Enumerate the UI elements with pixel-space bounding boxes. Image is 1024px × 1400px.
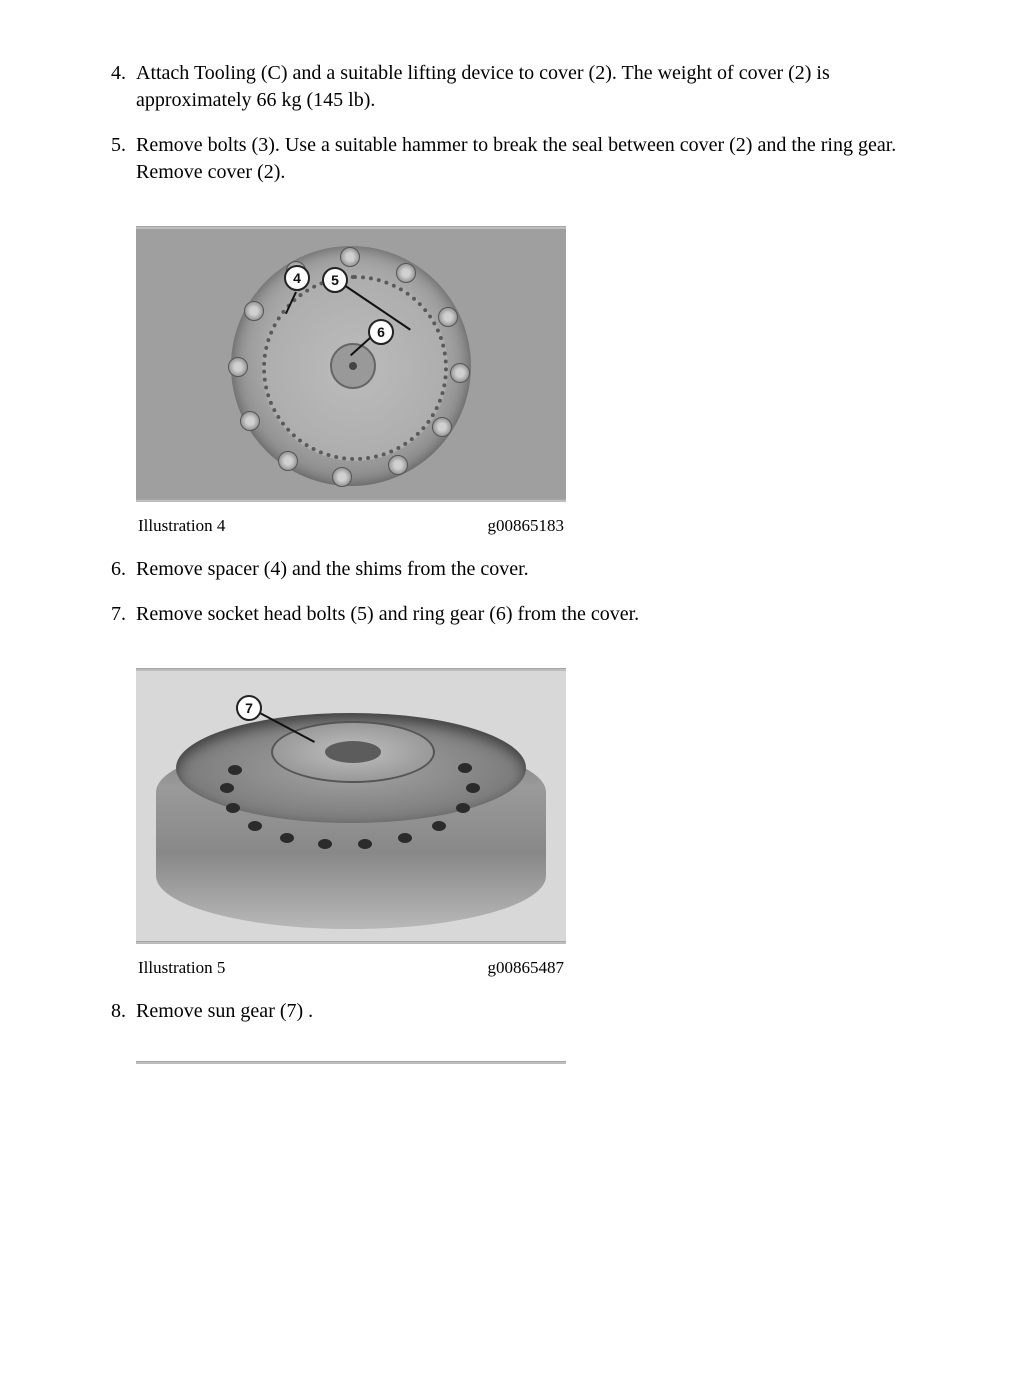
- bolt-icon: [332, 467, 352, 487]
- bolt-icon: [438, 307, 458, 327]
- figure-rule-bottom: [136, 499, 566, 502]
- procedure-list: 6. Remove spacer (4) and the shims from …: [96, 556, 928, 628]
- bolt-hole-icon: [226, 803, 240, 813]
- step-8: 8. Remove sun gear (7) .: [96, 998, 928, 1025]
- figure-label: Illustration 4: [138, 516, 225, 536]
- bolt-hole-icon: [358, 839, 372, 849]
- bolt-icon: [450, 363, 470, 383]
- bolt-icon: [240, 411, 260, 431]
- figure-label: Illustration 5: [138, 958, 225, 978]
- bolt-hole-icon: [466, 783, 480, 793]
- step-6: 6. Remove spacer (4) and the shims from …: [96, 556, 928, 583]
- bolt-icon: [432, 417, 452, 437]
- figure-rule-top: [136, 1061, 566, 1064]
- figure-4-image: 4 5 6: [136, 229, 566, 499]
- step-text: Attach Tooling (C) and a suitable liftin…: [136, 60, 928, 114]
- figure-code: g00865487: [488, 958, 565, 978]
- step-number: 4.: [96, 60, 136, 114]
- callout-4: 4: [284, 265, 310, 291]
- step-text: Remove bolts (3). Use a suitable hammer …: [136, 132, 928, 186]
- bolt-hole-icon: [456, 803, 470, 813]
- step-number: 7.: [96, 601, 136, 628]
- step-number: 6.: [96, 556, 136, 583]
- document-page: 4. Attach Tooling (C) and a suitable lif…: [0, 0, 1024, 1124]
- step-7: 7. Remove socket head bolts (5) and ring…: [96, 601, 928, 628]
- bolt-hole-icon: [398, 833, 412, 843]
- step-4: 4. Attach Tooling (C) and a suitable lif…: [96, 60, 928, 114]
- figure-rule-bottom: [136, 941, 566, 944]
- bolt-icon: [278, 451, 298, 471]
- bolt-icon: [244, 301, 264, 321]
- bolt-hole-icon: [248, 821, 262, 831]
- figure-5-image: 7: [136, 671, 566, 941]
- bolt-hole-icon: [458, 763, 472, 773]
- step-text: Remove socket head bolts (5) and ring ge…: [136, 601, 928, 628]
- figure-5-caption: Illustration 5 g00865487: [136, 958, 566, 978]
- step-5: 5. Remove bolts (3). Use a suitable hamm…: [96, 132, 928, 186]
- step-number: 8.: [96, 998, 136, 1025]
- procedure-list: 8. Remove sun gear (7) .: [96, 998, 928, 1025]
- bolt-hole-icon: [318, 839, 332, 849]
- bolt-icon: [396, 263, 416, 283]
- bolt-hole-icon: [280, 833, 294, 843]
- callout-7: 7: [236, 695, 262, 721]
- figure-6-block-partial: [136, 1061, 566, 1064]
- callout-5: 5: [322, 267, 348, 293]
- bolt-icon: [228, 357, 248, 377]
- bolt-icon: [388, 455, 408, 475]
- bolt-hole-icon: [432, 821, 446, 831]
- bolt-hole-icon: [228, 765, 242, 775]
- figure-4-block: 4 5 6 Illustration 4 g00865183: [136, 226, 566, 536]
- figure-5-block: 7 Illustration 5 g00865487: [136, 668, 566, 978]
- bolt-hole-icon: [220, 783, 234, 793]
- callout-6: 6: [368, 319, 394, 345]
- bolt-icon: [340, 247, 360, 267]
- step-text: Remove sun gear (7) .: [136, 998, 928, 1025]
- procedure-list: 4. Attach Tooling (C) and a suitable lif…: [96, 60, 928, 186]
- center-hub: [330, 343, 376, 389]
- step-text: Remove spacer (4) and the shims from the…: [136, 556, 928, 583]
- step-number: 5.: [96, 132, 136, 186]
- figure-code: g00865183: [488, 516, 565, 536]
- figure-4-caption: Illustration 4 g00865183: [136, 516, 566, 536]
